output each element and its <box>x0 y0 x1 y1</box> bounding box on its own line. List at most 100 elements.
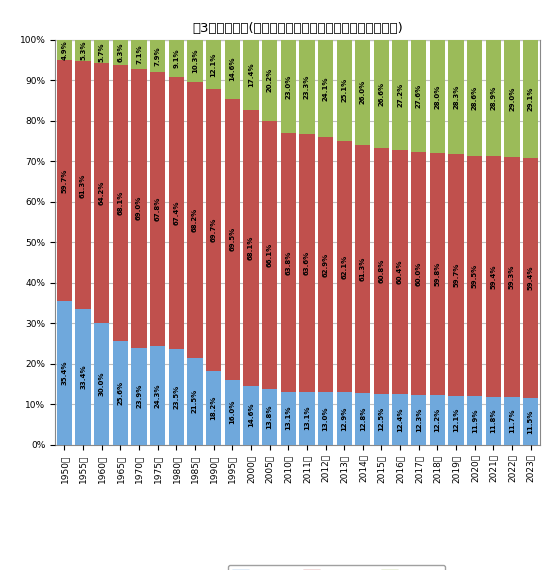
Bar <box>131 68 147 348</box>
Bar <box>225 380 240 445</box>
Text: 23.9%: 23.9% <box>136 384 142 409</box>
Text: 63.6%: 63.6% <box>304 251 310 275</box>
Bar <box>467 397 482 445</box>
Text: 69.7%: 69.7% <box>210 218 217 242</box>
Text: 23.3%: 23.3% <box>304 75 310 99</box>
Bar <box>486 39 501 156</box>
Bar <box>206 371 222 445</box>
Bar <box>225 39 240 99</box>
Bar <box>262 121 277 389</box>
Text: 14.6%: 14.6% <box>248 403 254 428</box>
Bar <box>187 40 203 82</box>
Bar <box>392 150 408 394</box>
Bar <box>374 394 389 445</box>
Bar <box>449 39 464 154</box>
Bar <box>206 40 222 89</box>
Text: 12.8%: 12.8% <box>360 406 366 431</box>
Text: 16.0%: 16.0% <box>229 400 235 425</box>
Bar <box>262 389 277 445</box>
Bar <box>57 40 72 60</box>
Bar <box>449 396 464 445</box>
Text: 12.9%: 12.9% <box>341 406 347 431</box>
Legend: 14歳以下, 15～64歳, 65歳以上: 14歳以下, 15～64歳, 65歳以上 <box>228 565 445 570</box>
Bar <box>318 40 333 137</box>
Text: 59.8%: 59.8% <box>434 262 440 286</box>
Text: 33.4%: 33.4% <box>80 365 86 389</box>
Text: 29.1%: 29.1% <box>528 87 534 111</box>
Text: 9.1%: 9.1% <box>174 48 179 68</box>
Bar <box>318 137 333 392</box>
Bar <box>113 66 128 341</box>
Text: 18.2%: 18.2% <box>210 396 217 420</box>
Bar <box>504 397 520 445</box>
Text: 14.6%: 14.6% <box>229 57 235 82</box>
Text: 24.3%: 24.3% <box>155 383 161 408</box>
Text: 13.1%: 13.1% <box>285 406 291 430</box>
Bar <box>374 148 389 394</box>
Bar <box>523 158 538 398</box>
Text: 62.1%: 62.1% <box>341 255 347 279</box>
Bar <box>486 156 501 397</box>
Text: 69.0%: 69.0% <box>136 196 142 221</box>
Bar <box>299 40 315 134</box>
Text: 12.1%: 12.1% <box>210 52 217 76</box>
Text: 62.9%: 62.9% <box>322 253 328 277</box>
Bar <box>411 40 426 152</box>
Text: 67.4%: 67.4% <box>174 201 179 225</box>
Text: 21.5%: 21.5% <box>192 389 198 413</box>
Text: 25.6%: 25.6% <box>117 381 123 405</box>
Bar <box>523 40 538 158</box>
Bar <box>467 156 482 397</box>
Bar <box>430 395 445 445</box>
Text: 11.9%: 11.9% <box>472 408 478 433</box>
Bar <box>280 133 296 392</box>
Text: 13.1%: 13.1% <box>304 406 310 430</box>
Bar <box>337 39 352 141</box>
Bar <box>75 62 91 310</box>
Text: 60.4%: 60.4% <box>397 260 403 284</box>
Text: 6.3%: 6.3% <box>117 43 123 62</box>
Bar <box>430 153 445 395</box>
Bar <box>244 39 258 110</box>
Bar <box>262 39 277 121</box>
Text: 60.0%: 60.0% <box>416 261 422 286</box>
Text: 59.7%: 59.7% <box>453 263 459 287</box>
Text: 13.8%: 13.8% <box>267 405 273 429</box>
Bar <box>150 40 165 72</box>
Text: 5.3%: 5.3% <box>80 41 86 60</box>
Bar <box>131 348 147 445</box>
Text: 28.3%: 28.3% <box>453 84 459 109</box>
Bar <box>504 40 520 157</box>
Bar <box>504 157 520 397</box>
Bar <box>187 357 203 445</box>
Bar <box>150 72 165 346</box>
Text: 28.9%: 28.9% <box>490 86 496 110</box>
Bar <box>523 398 538 445</box>
Bar <box>244 385 258 445</box>
Bar <box>355 393 370 445</box>
Text: 68.2%: 68.2% <box>192 207 198 232</box>
Text: 59.7%: 59.7% <box>61 168 67 193</box>
Text: 59.4%: 59.4% <box>528 266 534 290</box>
Text: 59.3%: 59.3% <box>509 265 515 290</box>
Text: 12.5%: 12.5% <box>379 407 385 431</box>
Bar <box>75 40 91 62</box>
Text: 59.4%: 59.4% <box>490 264 496 289</box>
Text: 4.9%: 4.9% <box>61 40 67 60</box>
Bar <box>169 349 184 445</box>
Text: 5.7%: 5.7% <box>99 42 105 62</box>
Text: 63.8%: 63.8% <box>285 250 291 275</box>
Bar <box>299 134 315 392</box>
Bar <box>113 341 128 445</box>
Text: 60.8%: 60.8% <box>379 259 385 283</box>
Text: 11.5%: 11.5% <box>528 409 534 434</box>
Text: 24.1%: 24.1% <box>322 76 328 101</box>
Bar <box>392 40 408 150</box>
Bar <box>280 40 296 133</box>
Bar <box>299 392 315 445</box>
Text: 13.0%: 13.0% <box>322 406 328 430</box>
Text: 30.0%: 30.0% <box>99 372 105 396</box>
Text: 35.4%: 35.4% <box>61 361 67 385</box>
Text: 11.8%: 11.8% <box>490 409 496 433</box>
Bar <box>355 145 370 393</box>
